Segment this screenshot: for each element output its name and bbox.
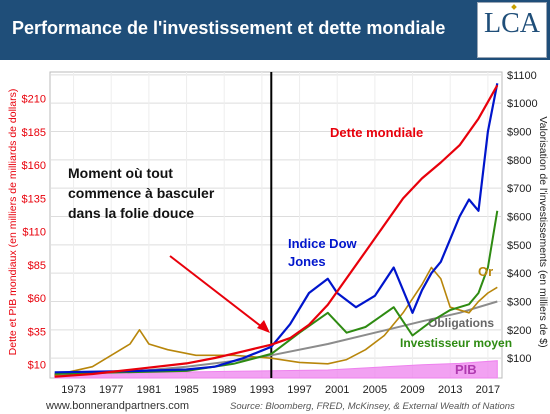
y-tick-label-right: $900 (507, 127, 531, 139)
y-tick-label-right: $1100 (507, 70, 537, 82)
source-site: www.bonnerandpartners.com (45, 400, 189, 412)
series-label-obligations: Obligations (428, 316, 494, 330)
y-tick-label-left: $210 (22, 94, 46, 106)
annotation-line-3: dans la folie douce (68, 205, 194, 221)
source-text: Source: Bloomberg, FRED, McKinsey, & Ext… (230, 401, 515, 412)
x-tick-label: 2013 (438, 384, 462, 396)
annotation-arrow (169, 255, 263, 328)
y-tick-label-right: $1000 (507, 98, 538, 110)
header-bar: Performance de l'investissement et dette… (0, 0, 550, 60)
series-label-investisseur: Investisseur moyen (400, 336, 512, 350)
y-tick-label-right: $800 (507, 155, 531, 167)
y-tick-label-right: $100 (507, 353, 531, 365)
y-tick-label-right: $400 (507, 268, 531, 280)
series-label-dette: Dette mondiale (330, 125, 423, 140)
y-tick-label-left: $35 (28, 326, 46, 338)
y-tick-label-right: $600 (507, 212, 531, 224)
y-tick-label-left: $85 (28, 260, 46, 272)
page-title: Performance de l'investissement et dette… (12, 18, 446, 38)
annotation-arrowhead-icon (257, 320, 270, 333)
x-tick-label: 1997 (287, 384, 311, 396)
series-line-dette-mondiale (54, 84, 499, 378)
x-tick-label: 2005 (363, 384, 387, 396)
annotation-line-1: Moment où tout (68, 165, 173, 181)
y-tick-label-right: $200 (507, 325, 531, 337)
series-label-pib: PIB (455, 362, 477, 377)
y-tick-label-right: $500 (507, 240, 531, 252)
y-tick-label-left: $185 (22, 127, 46, 139)
y-axis-label-right: Valorisation de l'investissements (en mi… (537, 116, 549, 347)
x-tick-label: 1973 (61, 384, 85, 396)
series-label-dow-1: Indice Dow (288, 236, 358, 251)
y-tick-label-left: $60 (28, 293, 46, 305)
x-tick-label: 1993 (250, 384, 274, 396)
series-line-indice-dow-jones (54, 83, 499, 374)
x-tick-label: 1977 (99, 384, 123, 396)
chart: $100 $200 $300 $400 $500 $600 $700 $800 $900 $100… (7, 70, 549, 412)
x-tick-label: 1989 (212, 384, 236, 396)
y-tick-label-right: $300 (507, 297, 531, 309)
y-tick-label-left: $110 (22, 227, 46, 239)
series-line-investisseur-moyen (54, 210, 499, 375)
x-tick-label: 2009 (400, 384, 424, 396)
series-label-or: Or (478, 264, 493, 279)
y-axis-label-left: Dette et PIB mondiaux (en milliers de mi… (7, 89, 19, 356)
series-label-dow-2: Jones (288, 254, 326, 269)
logo-text: LCA (484, 8, 540, 39)
x-tick-label: 1985 (174, 384, 198, 396)
x-tick-label: 2017 (476, 384, 500, 396)
y-tick-label-right: $700 (507, 183, 531, 195)
y-tick-label-left: $160 (22, 160, 46, 172)
plot-area (49, 71, 503, 379)
y-tick-label-left: $135 (22, 193, 46, 205)
x-tick-label: 1981 (137, 384, 161, 396)
series-line-obligations (54, 300, 498, 377)
annotation-line-2: commence à basculer (68, 185, 215, 201)
x-tick-label: 2001 (325, 384, 349, 396)
lca-logo: LCA (477, 2, 547, 58)
y-tick-label-left: $10 (28, 360, 46, 372)
